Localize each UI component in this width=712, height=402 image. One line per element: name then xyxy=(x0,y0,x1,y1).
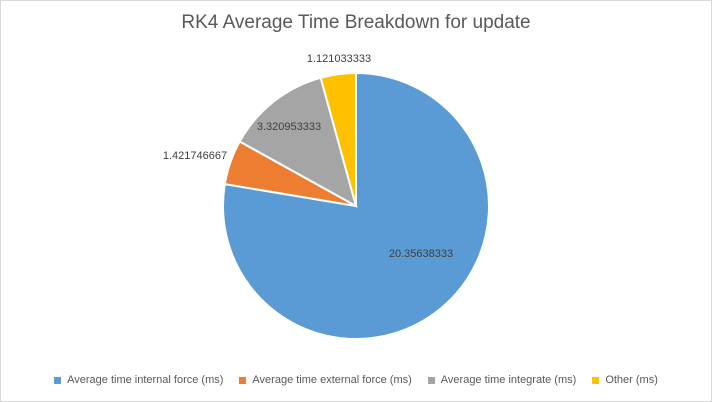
legend-item-1: Average time internal force (ms) xyxy=(54,374,223,386)
legend-item-3: Average time integrate (ms) xyxy=(427,374,577,386)
pie-slice-3 xyxy=(238,76,358,209)
legend-label-4: Other (ms) xyxy=(605,374,658,386)
data-label-2: 1.421746667 xyxy=(163,150,227,162)
legend-swatch-4 xyxy=(592,376,600,384)
pie-slice-4 xyxy=(319,71,357,207)
legend-item-2: Average time external force (ms) xyxy=(239,374,412,386)
data-label-1: 20.35638333 xyxy=(389,248,453,260)
data-label-3: 3.320953333 xyxy=(257,121,321,133)
legend-label-1: Average time internal force (ms) xyxy=(67,374,224,386)
legend-swatch-2 xyxy=(239,376,247,384)
legend-swatch-1 xyxy=(54,376,62,384)
legend-swatch-3 xyxy=(427,376,435,384)
data-label-4: 1.121033333 xyxy=(307,53,371,65)
chart-title: RK4 Average Time Breakdown for update xyxy=(181,12,531,33)
legend-label-2: Average time external force (ms) xyxy=(252,374,412,386)
legend-item-4: Other (ms) xyxy=(592,374,658,386)
legend-label-3: Average time integrate (ms) xyxy=(440,374,577,386)
legend: Average time internal force (ms) Average … xyxy=(0,374,712,386)
